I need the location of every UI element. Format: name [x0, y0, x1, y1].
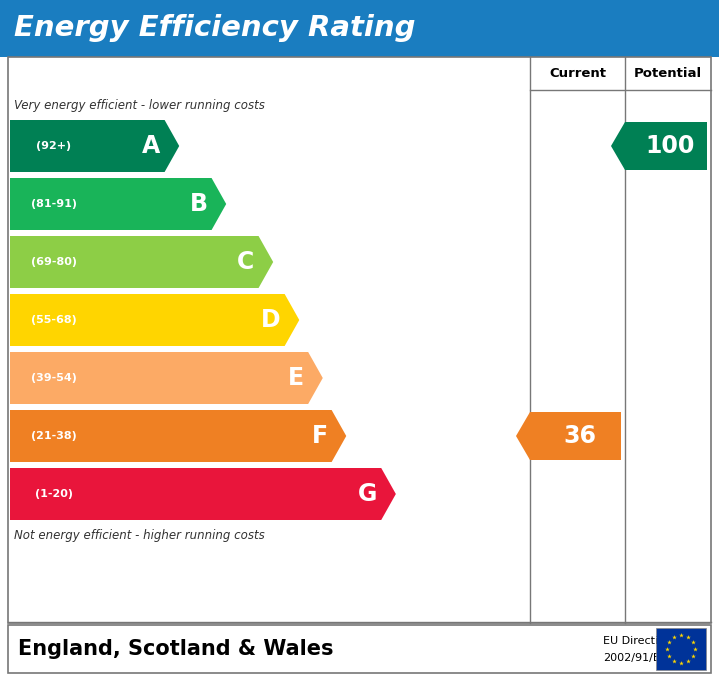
- Text: E: E: [288, 366, 304, 390]
- Polygon shape: [611, 122, 707, 170]
- Text: (81-91): (81-91): [31, 199, 77, 209]
- Polygon shape: [10, 178, 226, 230]
- Text: A: A: [142, 134, 160, 158]
- Polygon shape: [10, 468, 396, 520]
- Polygon shape: [10, 352, 323, 404]
- Text: (21-38): (21-38): [31, 431, 77, 441]
- Text: EU Directive: EU Directive: [603, 637, 672, 646]
- Text: Current: Current: [549, 67, 606, 80]
- Text: C: C: [237, 250, 255, 274]
- Text: G: G: [358, 482, 377, 506]
- Text: 36: 36: [563, 424, 596, 448]
- Bar: [8, 57, 711, 623]
- Text: 2002/91/EC: 2002/91/EC: [603, 653, 668, 664]
- Polygon shape: [10, 120, 179, 172]
- Text: (39-54): (39-54): [31, 373, 77, 383]
- Polygon shape: [516, 412, 621, 460]
- Polygon shape: [10, 410, 347, 462]
- Text: F: F: [311, 424, 328, 448]
- Text: (92+): (92+): [37, 141, 72, 151]
- Text: (1-20): (1-20): [35, 489, 73, 499]
- Text: Very energy efficient - lower running costs: Very energy efficient - lower running co…: [14, 99, 265, 111]
- Polygon shape: [10, 294, 299, 346]
- Text: England, Scotland & Wales: England, Scotland & Wales: [18, 639, 334, 659]
- Text: (69-80): (69-80): [31, 257, 77, 267]
- Text: Energy Efficiency Rating: Energy Efficiency Rating: [14, 14, 416, 43]
- Text: B: B: [190, 192, 208, 216]
- Bar: [8, 625, 711, 673]
- Bar: [0, 0, 719, 57]
- Text: 100: 100: [646, 134, 695, 158]
- Text: Not energy efficient - higher running costs: Not energy efficient - higher running co…: [14, 529, 265, 541]
- Text: (55-68): (55-68): [31, 315, 77, 325]
- Text: D: D: [261, 308, 280, 332]
- Polygon shape: [10, 236, 273, 288]
- Bar: [656, 628, 706, 670]
- Text: Potential: Potential: [634, 67, 702, 80]
